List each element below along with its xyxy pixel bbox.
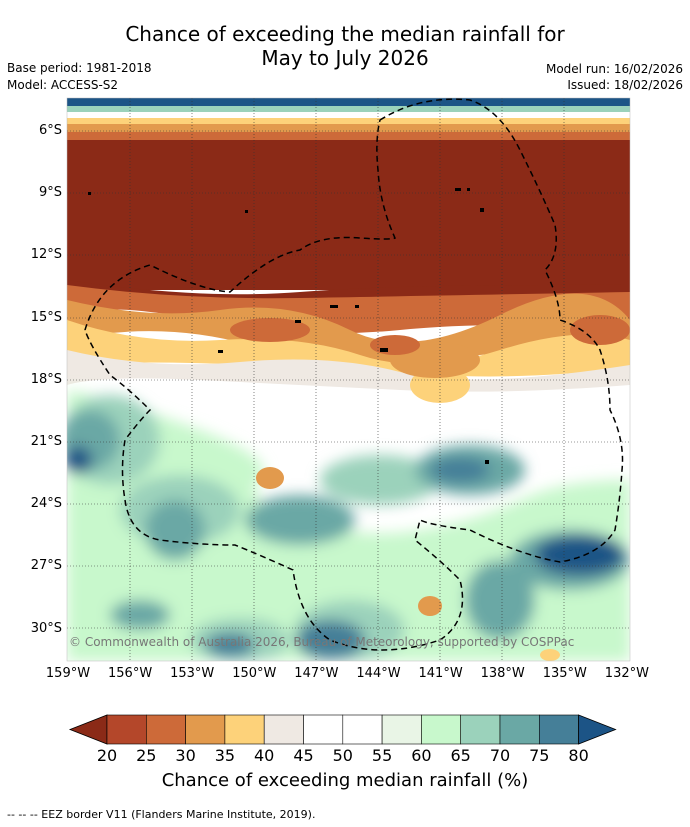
probability-field: © Commonwealth of Australia 2026, Bureau…: [67, 98, 630, 661]
colorbar-extend-low: [68, 714, 108, 745]
colorbar-tick-label: 40: [254, 746, 275, 765]
colorbar-extend-high: [578, 714, 617, 745]
model-name: Model: ACCESS-S2: [7, 78, 119, 92]
colorbar-tick-label: 45: [293, 746, 314, 765]
lat-tick-label: 21°S: [30, 434, 62, 449]
colorbar-segment: [421, 714, 461, 745]
colorbar-segment: [146, 714, 186, 745]
lon-tick-label: 132°W: [604, 666, 649, 681]
colorbar: [68, 714, 617, 745]
lon-tick-label: 156°W: [108, 666, 153, 681]
colorbar-segment: [224, 714, 265, 745]
model-run: Model run: 16/02/2026: [545, 62, 683, 76]
eez-footnote: -- -- -- EEZ border V11 (Flanders Marine…: [7, 808, 316, 821]
lon-tick-label: 147°W: [294, 666, 339, 681]
colorbar-segment: [499, 714, 540, 745]
lat-tick-label: 24°S: [30, 496, 62, 512]
colorbar-segment: [263, 714, 304, 745]
base-period: Base period: 1981-2018: [7, 61, 152, 75]
eez-border: [84, 98, 624, 651]
lon-tick-label: 141°W: [418, 666, 463, 681]
colorbar-segment: [460, 714, 501, 745]
colorbar-segment: [303, 714, 344, 745]
lon-tick-label: 153°W: [170, 666, 215, 681]
colorbar-segment: [342, 714, 383, 745]
issued-date: Issued: 18/02/2026: [567, 78, 683, 92]
colorbar-tick-label: 50: [332, 746, 353, 765]
colorbar-tick-label: 55: [371, 746, 393, 765]
lat-tick-label: 9°S: [38, 185, 62, 201]
colorbar-segment: [538, 714, 579, 745]
colorbar-tick-label: 70: [489, 746, 511, 765]
colorbar-tick-label: 60: [411, 746, 432, 765]
lat-tick-label: 18°S: [30, 371, 62, 387]
lat-tick-label: 27°S: [30, 558, 62, 574]
lon-tick-label: 159°W: [45, 666, 91, 681]
colorbar-segment: [381, 714, 422, 745]
colorbar-tick-label: 75: [529, 746, 550, 765]
lat-tick-label: 12°S: [30, 247, 62, 263]
lon-tick-label: 135°W: [542, 666, 587, 681]
copyright-notice: © Commonwealth of Australia 2026, Bureau…: [69, 635, 574, 649]
lon-tick-label: 138°W: [480, 666, 525, 681]
map-title: Chance of exceeding the median rainfall …: [0, 22, 690, 70]
colorbar-segment: [106, 714, 147, 745]
colorbar-tick-label: 65: [450, 746, 471, 765]
lon-tick-label: 150°W: [232, 666, 277, 681]
title-line-1: Chance of exceeding the median rainfall …: [125, 22, 565, 46]
colorbar-tick-label: 20: [96, 746, 118, 765]
lon-tick-label: 144°W: [356, 666, 401, 681]
lat-tick-label: 30°S: [30, 620, 62, 636]
title-line-2: May to July 2026: [261, 46, 429, 70]
colorbar-segment: [185, 714, 226, 745]
colorbar-tick-label: 25: [136, 746, 157, 765]
colorbar-title: Chance of exceeding median rainfall (%): [161, 770, 529, 791]
colorbar-tick-label: 80: [568, 746, 589, 765]
colorbar-tick-label: 35: [214, 746, 236, 765]
lat-tick-label: 15°S: [30, 309, 62, 325]
colorbar-tick-label: 30: [175, 746, 196, 765]
lat-tick-label: 6°S: [38, 123, 62, 138]
